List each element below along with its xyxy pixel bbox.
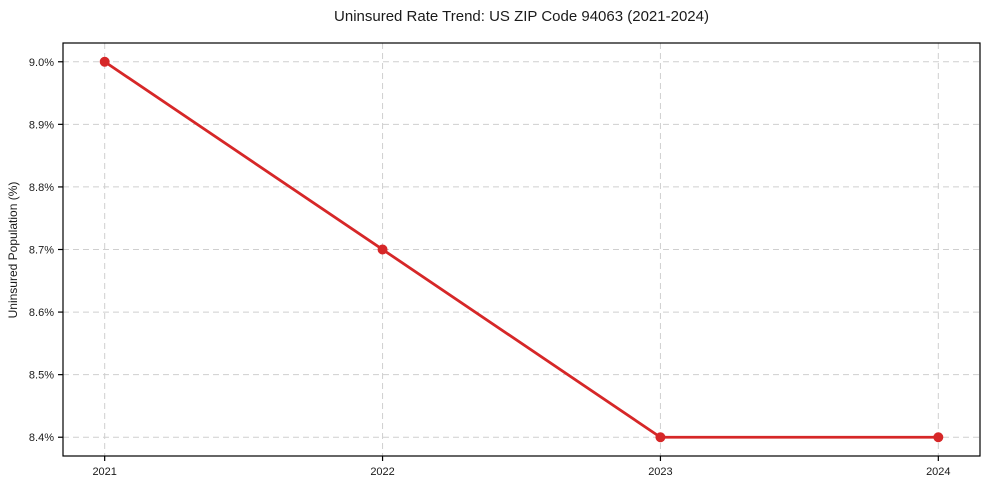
trend-line bbox=[103, 60, 940, 439]
chart-title: Uninsured Rate Trend: US ZIP Code 94063 … bbox=[334, 8, 709, 25]
y-tick-label: 8.4% bbox=[29, 432, 54, 444]
data-point bbox=[933, 432, 944, 443]
x-tick-label: 2023 bbox=[648, 466, 672, 478]
y-tick-label: 9.0% bbox=[29, 57, 54, 69]
y-tick-label: 8.9% bbox=[29, 119, 54, 131]
plot-frame bbox=[62, 42, 981, 457]
data-point bbox=[99, 56, 110, 67]
data-point bbox=[377, 244, 388, 255]
y-tick-label: 8.7% bbox=[29, 245, 54, 257]
y-tick-label: 8.5% bbox=[29, 370, 54, 382]
x-tick-label: 2024 bbox=[926, 466, 950, 478]
x-tick-label: 2021 bbox=[92, 466, 116, 478]
y-tick-label: 8.8% bbox=[29, 182, 54, 194]
data-point bbox=[655, 432, 666, 443]
x-tick-label: 2022 bbox=[370, 466, 394, 478]
y-tick-label: 8.6% bbox=[29, 307, 54, 319]
